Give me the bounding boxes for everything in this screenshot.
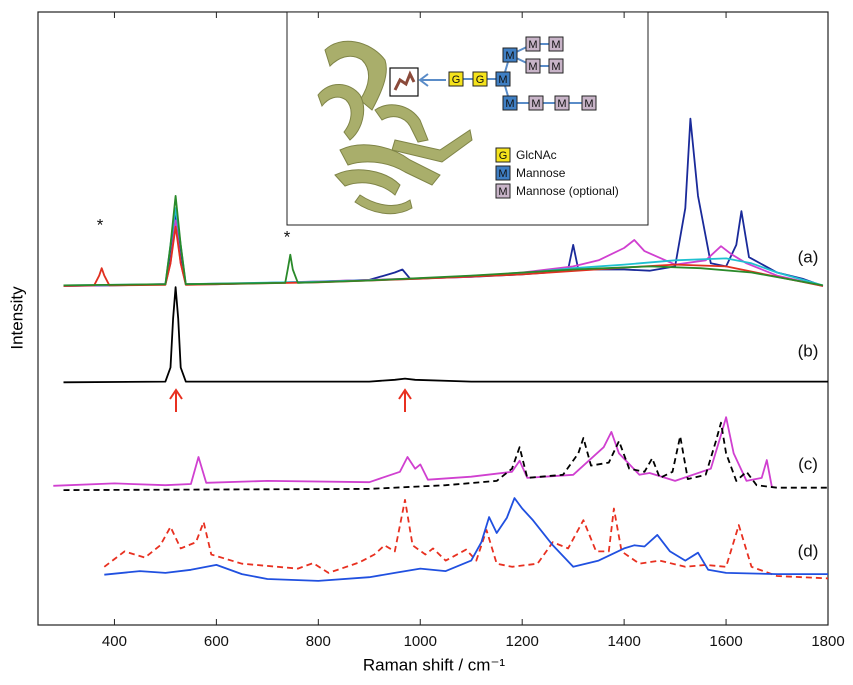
glycan-node <box>548 58 564 74</box>
glycan-node <box>495 71 511 87</box>
glycan-node <box>525 58 541 74</box>
spectrum-line <box>53 416 773 488</box>
glycan-node <box>448 71 464 87</box>
annotation: (b) <box>798 341 819 360</box>
x-tick-label: 1400 <box>607 633 640 650</box>
inset-frame <box>286 11 649 226</box>
annotation: (c) <box>798 454 818 473</box>
glycan-node <box>528 95 544 111</box>
y-axis-label: Intensity <box>7 286 26 350</box>
legend-label: GlcNAc <box>516 148 557 162</box>
glycan-node <box>502 95 518 111</box>
glycan-node <box>502 47 518 63</box>
annotation: (d) <box>798 541 819 560</box>
glycan-node-label: M <box>584 98 593 110</box>
glycan-node <box>525 36 541 52</box>
protein-ribbon <box>317 40 473 215</box>
spectrum-line <box>63 286 828 384</box>
spectrum-line <box>63 421 828 491</box>
x-tick-label: 1000 <box>404 633 437 650</box>
spectrum-line <box>104 497 828 582</box>
glycan-node <box>581 95 597 111</box>
glycan-node-label: M <box>528 61 537 73</box>
spectrum-line <box>103 499 829 580</box>
x-tick-label: 600 <box>204 633 229 650</box>
glycan-node <box>472 71 488 87</box>
x-tick-label: 1800 <box>811 633 844 650</box>
glycan-nodes: G G MMM MM MM M M M <box>448 36 597 111</box>
annotation: * <box>97 215 104 234</box>
spectrum-line <box>63 195 824 287</box>
legend-symbol: M <box>498 168 507 180</box>
glycan-node-label: M <box>505 98 514 110</box>
x-axis-label: Raman shift / cm⁻¹ <box>363 655 506 674</box>
glycan-node <box>554 95 570 111</box>
glycan-node <box>548 36 564 52</box>
legend-swatch <box>495 183 511 199</box>
glycan-node-label: G <box>452 74 461 86</box>
inset-arrow <box>418 73 446 87</box>
legend-symbol: M <box>498 186 507 198</box>
x-tick-label: 1200 <box>506 633 539 650</box>
glycan-molecule <box>393 70 416 91</box>
legend-swatch <box>495 165 511 181</box>
glycan-node-label: M <box>505 50 514 62</box>
annotation: (a) <box>798 247 819 266</box>
glycan-node-label: M <box>557 98 566 110</box>
glycan-node-label: M <box>551 61 560 73</box>
glycan-legend: G GlcNAc M Mannose M Mannose (optional) <box>495 147 619 199</box>
glycan-node-label: M <box>531 98 540 110</box>
glycosylation-site <box>389 67 419 97</box>
annotation: * <box>284 227 291 246</box>
x-tick-label: 1600 <box>709 633 742 650</box>
x-tick-label: 800 <box>306 633 331 650</box>
x-tick-label: 400 <box>102 633 127 650</box>
glycan-node-label: M <box>498 74 507 86</box>
glycan-node-label: M <box>528 39 537 51</box>
glycan-node-label: G <box>476 74 485 86</box>
glycan-node-label: M <box>551 39 560 51</box>
legend-label: Mannose (optional) <box>516 184 619 198</box>
legend-label: Mannose <box>516 166 566 180</box>
legend-swatch <box>495 147 511 163</box>
legend-symbol: G <box>499 150 508 162</box>
spectrum-line <box>63 225 824 287</box>
red-arrows <box>169 388 412 412</box>
